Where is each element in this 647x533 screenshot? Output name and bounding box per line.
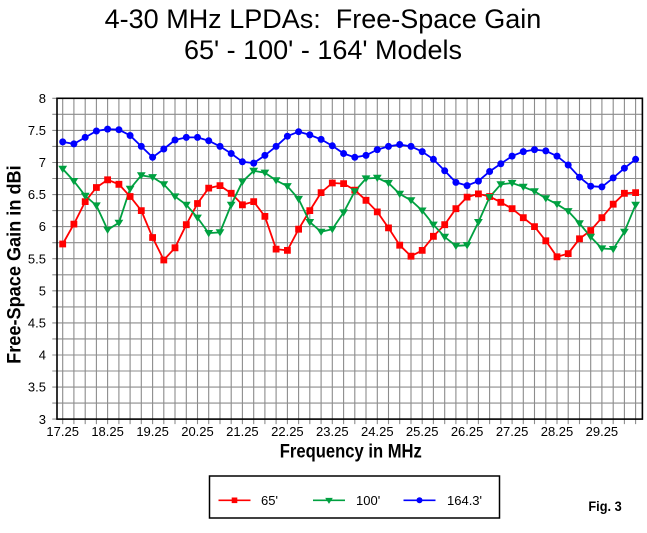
svg-text:22.25: 22.25 (271, 424, 304, 439)
svg-text:4: 4 (39, 348, 46, 363)
svg-text:5: 5 (39, 283, 46, 298)
svg-text:Free-Space Gain in dBi: Free-Space Gain in dBi (3, 165, 25, 364)
svg-text:29.25: 29.25 (586, 424, 619, 439)
svg-text:6: 6 (39, 219, 46, 234)
svg-text:65': 65' (261, 493, 278, 508)
svg-text:20.25: 20.25 (181, 424, 214, 439)
svg-text:18.25: 18.25 (91, 424, 124, 439)
svg-text:26.25: 26.25 (451, 424, 484, 439)
svg-text:21.25: 21.25 (226, 424, 259, 439)
svg-text:25.25: 25.25 (406, 424, 439, 439)
svg-text:6.5: 6.5 (28, 187, 46, 202)
svg-text:3.5: 3.5 (28, 380, 46, 395)
svg-text:3: 3 (39, 412, 46, 427)
svg-text:7.5: 7.5 (28, 123, 46, 138)
svg-text:7: 7 (39, 155, 46, 170)
svg-text:4-30 MHz LPDAs: Free-Space Ga: 4-30 MHz LPDAs: Free-Space Gain (105, 4, 542, 34)
svg-text:65' - 100' - 164' Models: 65' - 100' - 164' Models (184, 35, 462, 65)
svg-text:24.25: 24.25 (361, 424, 394, 439)
svg-text:Frequency in MHz: Frequency in MHz (280, 441, 422, 463)
svg-text:23.25: 23.25 (316, 424, 349, 439)
svg-text:19.25: 19.25 (136, 424, 169, 439)
svg-text:4.5: 4.5 (28, 316, 46, 331)
svg-text:100': 100' (356, 493, 380, 508)
svg-text:5.5: 5.5 (28, 251, 46, 266)
svg-text:164.3': 164.3' (447, 493, 482, 508)
svg-text:27.25: 27.25 (496, 424, 529, 439)
svg-text:Fig. 3: Fig. 3 (588, 498, 621, 514)
svg-text:8: 8 (39, 91, 46, 106)
svg-text:17.25: 17.25 (46, 424, 79, 439)
svg-text:28.25: 28.25 (541, 424, 574, 439)
